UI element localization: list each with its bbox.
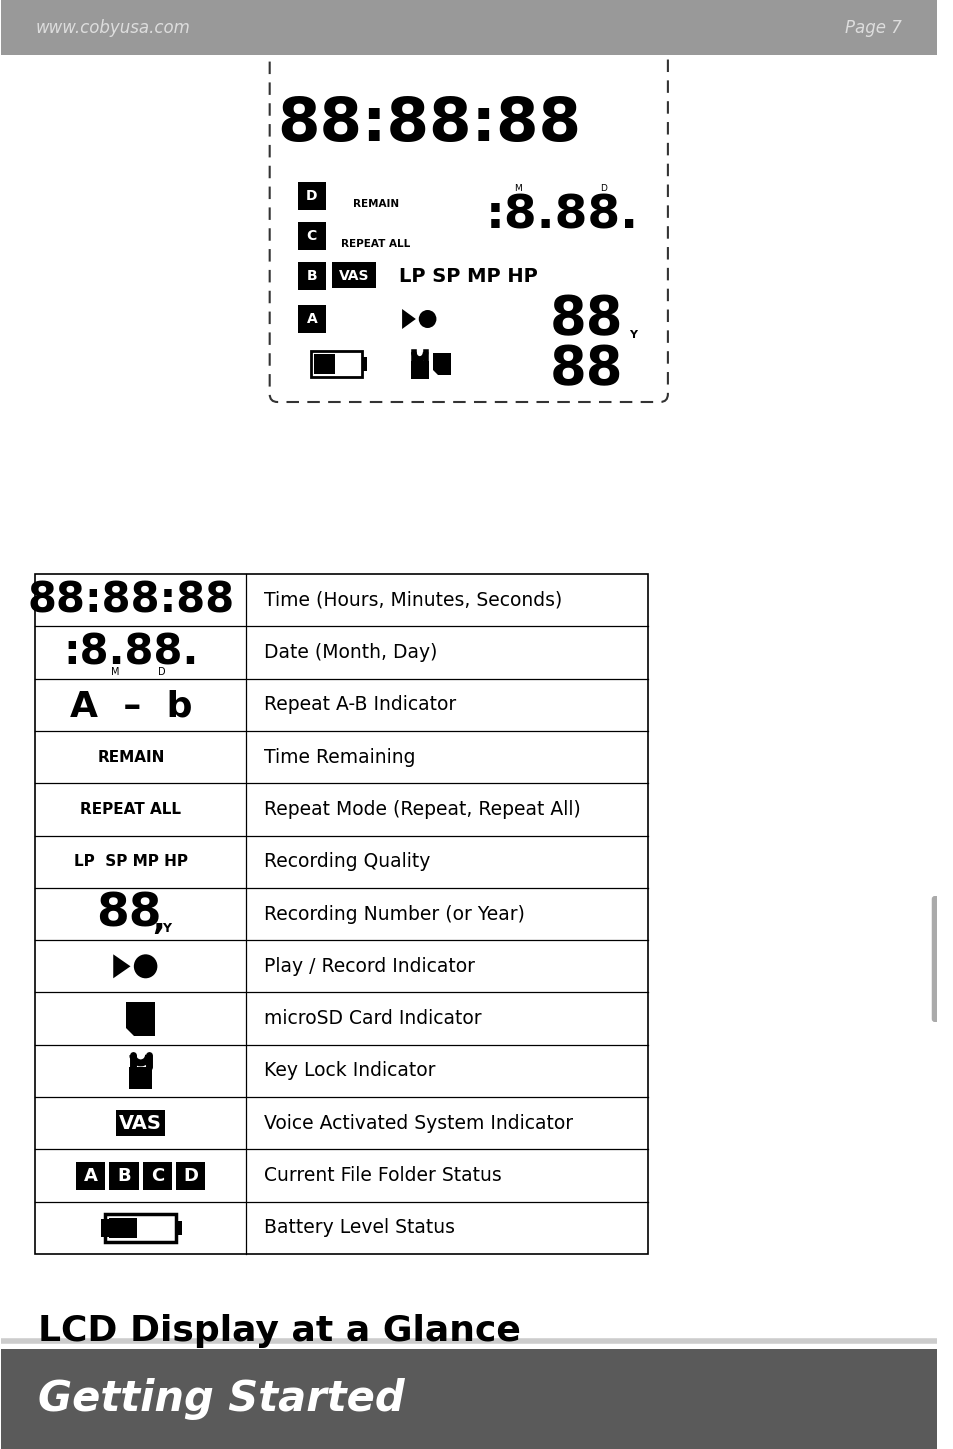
Text: LP  SP MP HP: LP SP MP HP [73, 855, 188, 869]
Text: Time Remaining: Time Remaining [264, 748, 415, 767]
Bar [110, 1162, 138, 1190]
Text: English: English [943, 933, 953, 984]
Text: VAS: VAS [338, 270, 369, 283]
Text: :8.88.: :8.88. [485, 194, 638, 239]
Bar [143, 1162, 172, 1190]
Text: M: M [514, 184, 521, 193]
Text: 88:88:88: 88:88:88 [277, 94, 581, 154]
Bar [115, 1219, 123, 1237]
Text: Voice Activated System Indicator: Voice Activated System Indicator [264, 1114, 573, 1133]
Text: VAS: VAS [119, 1114, 162, 1133]
Text: Getting Started: Getting Started [38, 1378, 404, 1420]
Text: Current File Folder Status: Current File Folder Status [264, 1166, 501, 1185]
Bar [311, 351, 361, 377]
Text: REMAIN: REMAIN [353, 199, 398, 209]
Bar [298, 183, 325, 210]
Text: Y: Y [162, 922, 171, 935]
Text: D: D [183, 1166, 198, 1184]
Text: Time (Hours, Minutes, Seconds): Time (Hours, Minutes, Seconds) [264, 591, 561, 610]
Text: M: M [111, 668, 119, 678]
Polygon shape [433, 354, 451, 375]
Text: Recording Quality: Recording Quality [264, 852, 430, 871]
Polygon shape [401, 309, 416, 329]
Polygon shape [126, 1001, 155, 1036]
Text: LP SP MP HP: LP SP MP HP [399, 267, 537, 285]
Text: Recording Number (or Year): Recording Number (or Year) [264, 904, 524, 923]
Text: REPEAT ALL: REPEAT ALL [80, 801, 181, 817]
Bar [129, 1066, 152, 1088]
FancyBboxPatch shape [270, 51, 667, 401]
Text: B: B [306, 270, 316, 283]
Bar [1, 0, 936, 55]
Bar [298, 222, 325, 251]
Bar [314, 354, 335, 374]
Bar [101, 1219, 110, 1237]
Text: Play / Record Indicator: Play / Record Indicator [264, 956, 475, 975]
Text: REPEAT ALL: REPEAT ALL [340, 239, 410, 249]
Text: Date (Month, Day): Date (Month, Day) [264, 643, 436, 662]
Bar [35, 574, 648, 1253]
Bar [332, 262, 375, 288]
Text: Y: Y [629, 330, 637, 341]
Bar [298, 304, 325, 333]
Bar [105, 1214, 176, 1242]
Text: C: C [151, 1166, 164, 1184]
Text: 88: 88 [549, 293, 622, 345]
Polygon shape [113, 955, 131, 978]
Circle shape [418, 310, 436, 327]
Text: www.cobyusa.com: www.cobyusa.com [35, 19, 190, 36]
Bar [110, 1217, 136, 1237]
Text: C: C [307, 229, 316, 243]
Text: Repeat Mode (Repeat, Repeat All): Repeat Mode (Repeat, Repeat All) [264, 800, 580, 819]
Bar [411, 361, 428, 380]
Bar [298, 262, 325, 290]
Text: D: D [306, 188, 317, 203]
Bar [1, 1349, 936, 1449]
Bar [116, 1110, 165, 1136]
Text: A  –  b: A – b [70, 690, 192, 723]
Text: 88: 88 [549, 343, 622, 396]
Bar [176, 1222, 182, 1235]
Text: D: D [599, 184, 606, 193]
Text: :8.88.: :8.88. [63, 632, 198, 674]
Text: B: B [117, 1166, 131, 1184]
Text: REMAIN: REMAIN [97, 749, 165, 765]
Text: D: D [158, 668, 166, 678]
Circle shape [133, 955, 157, 978]
Bar [361, 356, 366, 371]
Text: A: A [306, 312, 317, 326]
Text: Page 7: Page 7 [844, 19, 902, 36]
Text: 88:88:88: 88:88:88 [28, 580, 234, 622]
Text: 88: 88 [96, 891, 161, 936]
Text: LCD Display at a Glance: LCD Display at a Glance [38, 1314, 520, 1348]
Text: ,: , [152, 903, 165, 936]
Text: Battery Level Status: Battery Level Status [264, 1219, 455, 1237]
Bar [176, 1162, 205, 1190]
Text: Key Lock Indicator: Key Lock Indicator [264, 1062, 435, 1081]
Text: Repeat A-B Indicator: Repeat A-B Indicator [264, 696, 456, 714]
Text: A: A [84, 1166, 97, 1184]
Text: microSD Card Indicator: microSD Card Indicator [264, 1009, 481, 1029]
Bar [76, 1162, 105, 1190]
FancyBboxPatch shape [931, 895, 953, 1022]
